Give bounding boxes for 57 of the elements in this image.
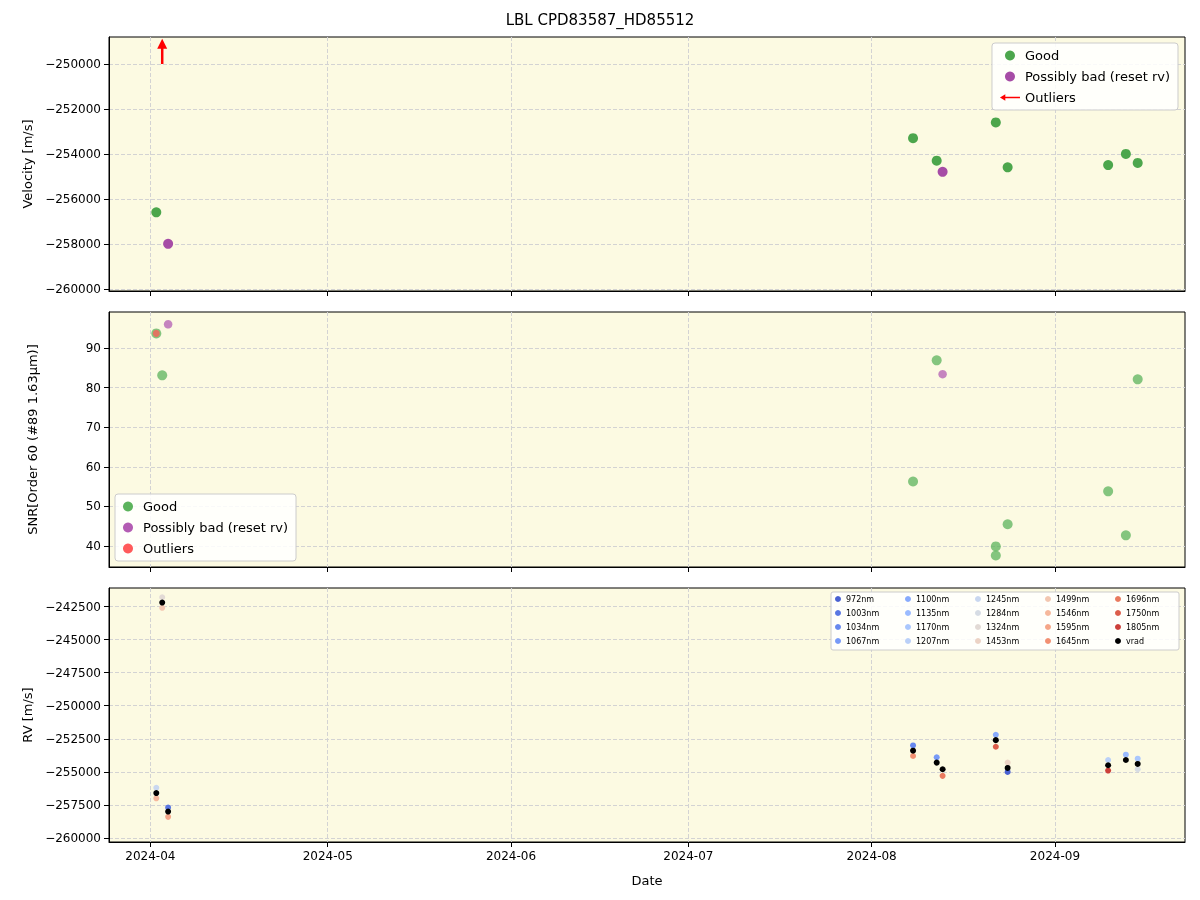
legend-label: 972nm: [846, 594, 875, 604]
legend-label: Possibly bad (reset rv): [143, 520, 289, 535]
legend-label: 1453nm: [986, 636, 1020, 646]
legend-label: 1696nm: [1126, 594, 1160, 604]
y-tick-label: −260000: [45, 281, 101, 296]
y-tick-label: −252500: [45, 731, 101, 746]
x-tick-label: 2024-05: [302, 849, 353, 863]
legend-label: 1067nm: [846, 636, 880, 646]
legend-label: 1546nm: [1056, 608, 1090, 618]
legend-label: 1324nm: [986, 622, 1020, 632]
y-tick-label: 70: [85, 420, 101, 435]
legend-label: 1750nm: [1126, 608, 1160, 618]
y-tick-label: −250000: [45, 56, 101, 71]
y-axis-title: SNR[Order 60 (#89 1.63μm)]: [25, 344, 40, 535]
y-tick-label: −258000: [45, 236, 101, 251]
y-tick-label: −254000: [45, 146, 101, 161]
y-tick-label: −255000: [45, 764, 101, 779]
legend-label: Good: [143, 499, 178, 514]
legend-label: 1284nm: [986, 608, 1020, 618]
y-tick-label: −247500: [45, 665, 101, 680]
y-tick-label: 80: [85, 380, 101, 395]
y-tick-label: −245000: [45, 632, 101, 647]
legend-label: 1170nm: [916, 622, 950, 632]
legend-label: 1805nm: [1126, 622, 1160, 632]
x-tick-label: 2024-06: [485, 849, 537, 863]
legend-label: Outliers: [1024, 90, 1077, 105]
legend-label: 1645nm: [1056, 636, 1090, 646]
legend-label: 1595nm: [1056, 622, 1090, 632]
legend-label: Possibly bad (reset rv): [1024, 69, 1171, 84]
y-tick-label: −252000: [45, 101, 101, 116]
x-tick-label: 2024-08: [846, 849, 897, 863]
y-tick-label: −242500: [45, 599, 101, 614]
y-tick-label: 90: [85, 341, 101, 356]
y-tick-label: −257500: [45, 797, 101, 812]
legend-label: 1003nm: [846, 608, 880, 618]
y-tick-label: −250000: [45, 698, 101, 713]
y-axis-title: Velocity [m/s]: [20, 119, 36, 209]
legend-label: 1100nm: [916, 594, 950, 604]
x-tick-label: 2024-07: [663, 849, 714, 863]
legend-label: 1034nm: [846, 622, 880, 632]
legend-label: Good: [1024, 48, 1060, 63]
y-tick-label: 60: [85, 459, 101, 474]
y-tick-label: −256000: [45, 191, 101, 206]
x-tick-label: 2024-04: [125, 849, 176, 863]
legend-label: 1499nm: [1056, 594, 1090, 604]
legend-label: Outliers: [143, 541, 195, 556]
y-tick-label: −260000: [45, 831, 101, 846]
y-tick-label: 40: [85, 539, 101, 554]
legend-label: vrad: [1126, 636, 1145, 646]
y-tick-label: 50: [85, 499, 101, 514]
x-tick-label: 2024-09: [1029, 849, 1080, 863]
x-axis-title: Date: [631, 873, 663, 888]
y-axis-title: RV [m/s]: [20, 687, 36, 743]
legend-label: 1245nm: [986, 594, 1020, 604]
legend-label: 1207nm: [916, 636, 950, 646]
legend-label: 1135nm: [916, 608, 950, 618]
chart-title: LBL CPD83587_HD85512: [505, 10, 695, 30]
